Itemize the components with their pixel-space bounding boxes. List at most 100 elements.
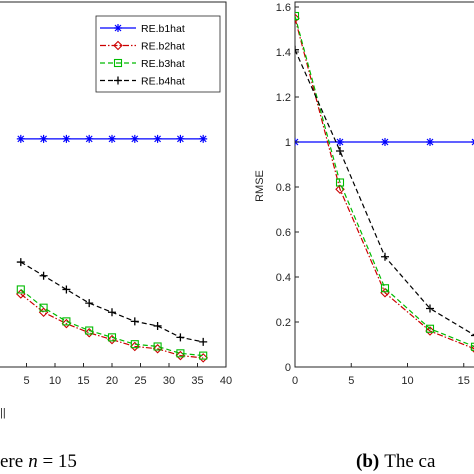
- plot-b-series-line-2: [295, 18, 474, 350]
- plot-a-x-tick-label: 5: [23, 375, 29, 387]
- plot-b-x-tick-label: 10: [401, 375, 413, 387]
- plot-a-legend: RE.b1hat RE.b2hat RE.b3hat RE.b4hat: [95, 15, 221, 93]
- plot-a-series-2-point: [198, 353, 208, 363]
- plot-a-series-1-point: [153, 134, 162, 143]
- plot-a-series-line-2: [20, 293, 204, 359]
- plot-b-frame: [294, 1, 474, 368]
- plot-b-series-4-point: [295, 45, 299, 54]
- plot-a-series-3-point: [130, 340, 139, 349]
- plot-a-x-tick-label: 15: [77, 375, 89, 387]
- plot-b-y-tick-label: 1: [285, 137, 291, 149]
- plot-a-x-tick-label: 35: [191, 375, 203, 387]
- caption-b-text: The ca: [384, 451, 436, 472]
- legend-entry-label: RE.b2hat: [141, 41, 185, 53]
- plot-a-series-2-point: [130, 341, 140, 352]
- plot-a-x-tick-label: 40: [220, 375, 232, 387]
- plot-b-x-ticks: 0 5 10 15: [292, 363, 470, 387]
- plot-b-series-3-point: [335, 178, 345, 187]
- plot-a-series-3-point: [39, 303, 48, 312]
- plot-a-series-4-point: [39, 271, 48, 280]
- plot-a-series-line-4: [20, 261, 204, 343]
- plot-a-x-tick-label: 25: [134, 375, 146, 387]
- plot-a-series-3-point: [107, 333, 117, 342]
- plot-a-series-3-point: [153, 342, 162, 351]
- plot-a-series-4-point: [153, 321, 162, 330]
- plot-a-series-4-point: [16, 258, 25, 267]
- plot-a-series-1-point: [39, 134, 48, 143]
- plot-a-series-3-point: [199, 351, 208, 360]
- plot-a-series-4-point: [108, 308, 116, 317]
- legend-marker: [113, 40, 123, 51]
- plot-a-series-3-point: [176, 349, 185, 358]
- plot-a-x-tick-label: 30: [163, 375, 175, 387]
- plot-b-series-4-point: [381, 252, 389, 261]
- plot-a-series-2-point: [175, 350, 186, 361]
- plot-a-x-tick-label: 10: [49, 375, 61, 387]
- legend-entry-label: RE.b3hat: [141, 58, 185, 70]
- plot-a-series-1-point: [199, 134, 208, 143]
- plot-a-x-tick-label: 20: [106, 375, 118, 387]
- plot-b-y-tick-label: 0.4: [276, 272, 291, 284]
- x-axis-fragment: ||: [0, 407, 6, 419]
- plot-a-series-line-3: [20, 288, 204, 357]
- legend-marker: [114, 76, 122, 85]
- plot-b-series-4-point: [471, 334, 474, 337]
- plot-b-y-tick-label: 0.6: [276, 227, 291, 239]
- plot-b-series-3-point: [470, 342, 474, 351]
- plot-a-series-4-point: [130, 317, 139, 326]
- plot-b-series-4-point: [426, 304, 434, 313]
- caption-a-text: ere: [0, 451, 23, 472]
- plot-b-y-tick-label: 0: [285, 362, 291, 374]
- plot-b-series-2-point: [425, 326, 435, 336]
- plot-b-x-tick-label: 0: [292, 375, 298, 387]
- plot-b-series-4-point: [336, 147, 344, 155]
- plot-a-series-1-point: [108, 134, 116, 143]
- plot-b-y-tick-label: 0.8: [276, 182, 291, 194]
- plot-a: 5 10 15 20 25 30 35 40 RE.b1hat RE.b2hat RE.b3hat…: [0, 1, 232, 419]
- plot-a-series-1-point: [176, 134, 185, 143]
- plot-b-series-1-point: [381, 138, 389, 146]
- plot-b-y-tick-label: 1.2: [276, 92, 291, 104]
- plot-a-series-4-point: [176, 333, 185, 342]
- plot-a-x-ticks: 5 10 15 20 25 30 35 40: [23, 363, 232, 387]
- caption-a-math-var: n: [28, 451, 38, 472]
- plot-a-series-3-point: [85, 326, 94, 335]
- plot-a-series-4-point: [62, 285, 71, 294]
- plot-b-series-1-point: [426, 138, 434, 146]
- plot-b-series-2-point: [470, 345, 474, 353]
- plot-a-series-3-point: [62, 317, 71, 326]
- plot-b-y-tick-label: 1.6: [276, 2, 291, 14]
- plot-b-series-3-point: [380, 284, 390, 293]
- plot-a-series-4-point: [85, 299, 94, 308]
- plot-b-y-axis-label: RMSE: [254, 170, 266, 202]
- legend-marker: [114, 24, 122, 32]
- plot-a-series-1-point: [85, 134, 94, 143]
- plot-b-y-tick-label: 1.4: [276, 47, 291, 59]
- svg-text:(b)The ca: (b) The ca: [356, 451, 436, 472]
- plot-a-series-4-point: [199, 337, 208, 346]
- plot-a-series: [16, 134, 208, 363]
- plot-b-series-2-point: [295, 13, 300, 24]
- caption-a: ere n = 15: [0, 451, 77, 472]
- plot-b-series-3-point: [425, 324, 435, 333]
- legend-marker: [113, 58, 123, 68]
- plot-b-x-tick-label: 15: [458, 375, 470, 387]
- legend-entry-label: RE.b4hat: [141, 76, 185, 88]
- caption-a-math-rest: = 15: [38, 451, 77, 472]
- caption-b: (b) The ca: [356, 451, 436, 472]
- plot-b: 0 5 10 15 0 0.2 0.4 0.6 0.8 1 1.2 1.4 1.6 RMSE: [254, 1, 474, 387]
- plot-a-series-1-point: [62, 134, 71, 143]
- plot-a-series-3-point: [16, 285, 25, 294]
- plot-b-series-line-3: [295, 15, 474, 347]
- caption-b-label: (b): [356, 451, 379, 472]
- plot-b-series-3-point: [295, 11, 300, 21]
- plot-b-series: [295, 11, 474, 353]
- plot-b-x-tick-label: 5: [348, 375, 354, 387]
- plot-b-y-ticks: 0 0.2 0.4 0.6 0.8 1 1.2 1.4 1.6: [276, 2, 299, 374]
- plot-a-series-1-point: [16, 134, 25, 143]
- plot-b-series-1-point: [336, 138, 344, 146]
- plot-b-y-tick-label: 0.2: [276, 317, 291, 329]
- legend-entry-label: RE.b1hat: [141, 23, 185, 35]
